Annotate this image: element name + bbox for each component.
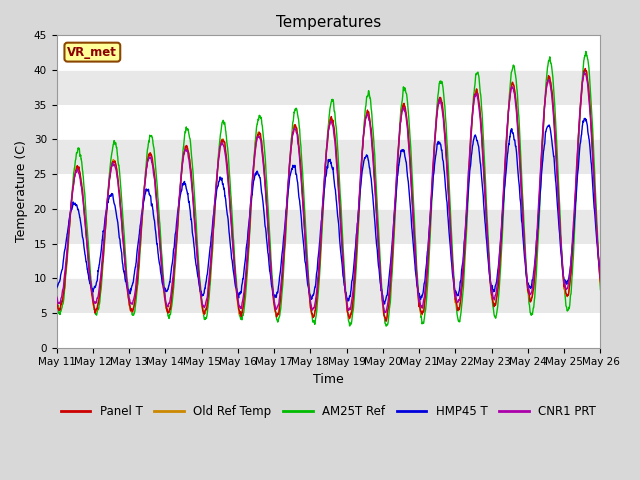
- Bar: [56, 36, 600, 70]
- Y-axis label: Temperature (C): Temperature (C): [15, 141, 28, 242]
- Bar: [56, 105, 600, 139]
- Legend: Panel T, Old Ref Temp, AM25T Ref, HMP45 T, CNR1 PRT: Panel T, Old Ref Temp, AM25T Ref, HMP45 …: [56, 400, 601, 423]
- Bar: [56, 139, 600, 174]
- Bar: [56, 70, 600, 105]
- Bar: [56, 278, 600, 313]
- Bar: [56, 313, 600, 348]
- Bar: [56, 243, 600, 278]
- Title: Temperatures: Temperatures: [276, 15, 381, 30]
- X-axis label: Time: Time: [313, 373, 344, 386]
- Bar: [56, 209, 600, 243]
- Bar: [56, 174, 600, 209]
- Text: VR_met: VR_met: [67, 46, 117, 59]
